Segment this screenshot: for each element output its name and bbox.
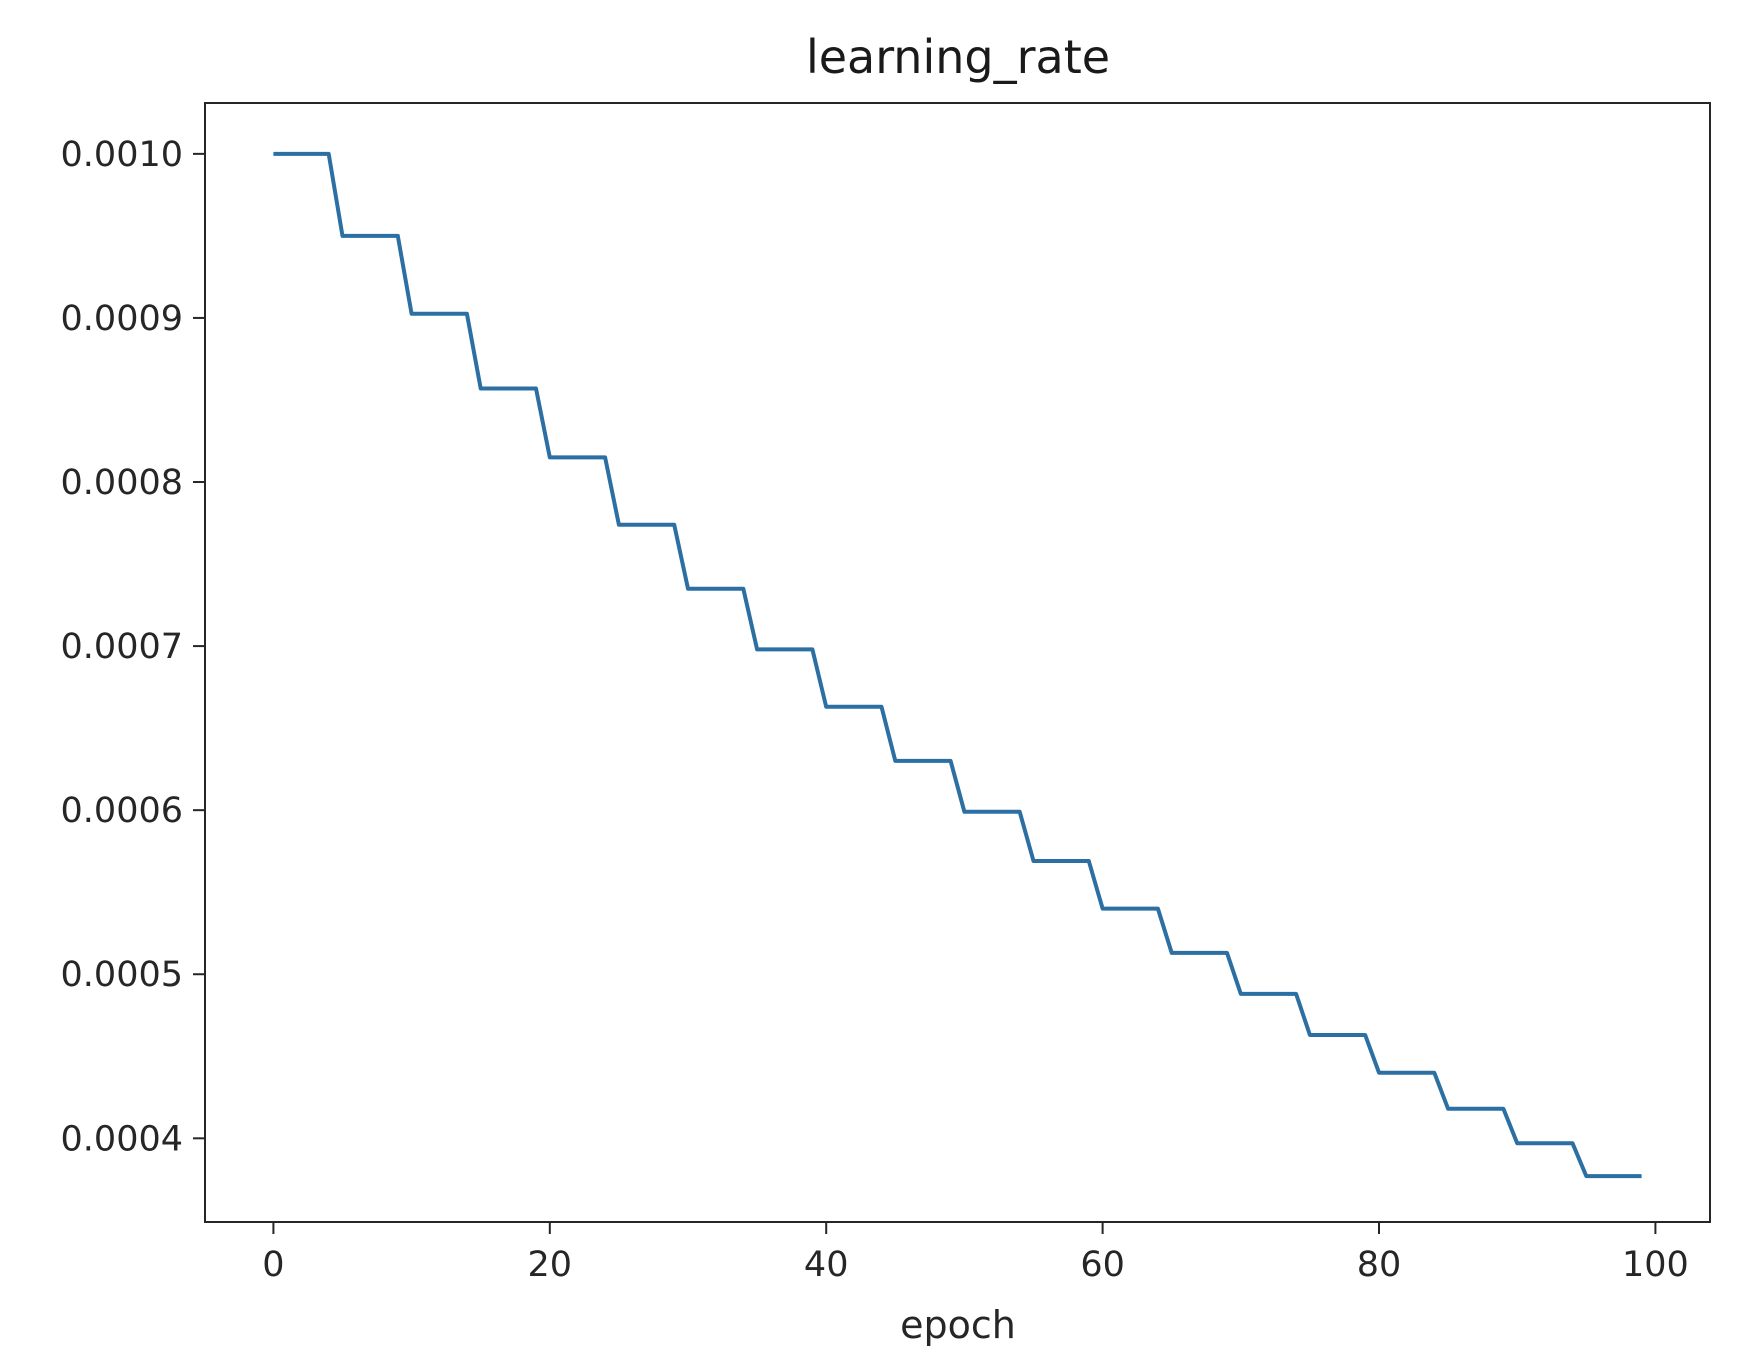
chart-title: learning_rate	[806, 30, 1110, 84]
x-tick-label: 80	[1357, 1245, 1402, 1285]
x-axis: 0 20 40 60 80 100	[262, 1222, 1689, 1285]
x-tick-label: 20	[528, 1245, 573, 1285]
x-tick-label: 100	[1622, 1245, 1689, 1285]
y-tick-label: 0.0008	[61, 463, 183, 503]
y-tick-label: 0.0006	[61, 791, 183, 831]
y-tick-label: 0.0004	[61, 1119, 183, 1159]
x-axis-title: epoch	[900, 1303, 1016, 1347]
y-tick-label: 0.0007	[61, 627, 183, 667]
plot-area-frame	[204, 102, 1711, 1223]
series-layer	[273, 151, 1642, 1179]
y-axis: 0.0004 0.0005 0.0006 0.0007 0.0008 0.0009 0.00…	[61, 135, 205, 1159]
x-tick-label: 0	[262, 1245, 284, 1285]
y-tick-label: 0.0010	[61, 135, 183, 175]
y-tick-label: 0.0009	[61, 299, 183, 339]
x-tick-label: 60	[1080, 1245, 1125, 1285]
x-tick-label: 40	[804, 1245, 849, 1285]
y-tick-label: 0.0005	[61, 955, 183, 995]
learning-rate-series-line	[273, 151, 1642, 1179]
